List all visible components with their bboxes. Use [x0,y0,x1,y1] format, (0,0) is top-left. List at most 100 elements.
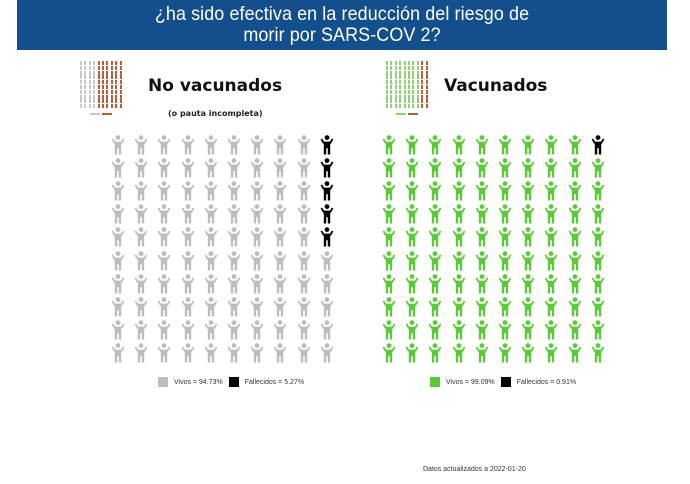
legend-label-alive: Vivos = 99.09% [446,378,495,386]
person-icon-alive [521,204,535,224]
person-icon-alive [111,135,125,155]
person-icon-alive [475,204,489,224]
person-icon-alive [204,227,218,247]
thumbnail-cell [394,65,397,70]
panel-title-unvaccinated: No vacunados [148,76,283,96]
thumbnail-cell [84,89,87,94]
legend-swatch-dead [228,377,239,387]
thumbnail-cell [399,89,402,94]
person-icon-alive [591,343,605,363]
person-icon-alive [591,319,605,340]
person-icon-alive [204,250,218,271]
thumbnail-cell [421,99,424,104]
thumbnail-cell [390,94,393,99]
person-icon-alive [498,319,512,340]
thumbnail-cell [408,80,410,85]
thumbnail-cell [403,89,406,94]
person-icon-alive [591,204,605,224]
person-icon-alive [568,296,582,317]
person-icon-alive [273,204,287,224]
person-icon-alive [227,250,241,271]
thumbnail-cell [106,94,109,99]
thumbnail-cell [390,70,393,75]
person-icon-alive [297,273,311,294]
thumbnail-cell [115,61,118,65]
thumbnail-cell [93,85,96,89]
person-icon-alive [181,343,195,363]
person-icon-alive [428,204,442,224]
panel-title-vaccinated: Vacunados [444,76,548,96]
person-icon-alive [111,250,125,271]
thumbnail-cell [399,75,402,80]
person-icon-alive [382,158,396,178]
thumbnail-cell [412,61,415,65]
thumbnail-cell [386,70,388,75]
thumbnail-cell [421,65,424,70]
thumbnail-cell [80,94,82,99]
thumbnail-cell [403,70,406,75]
person-icon-alive [250,343,264,363]
thumbnail-cell [102,89,104,94]
thumbnail-cell [421,89,424,94]
person-icon-alive [521,273,535,294]
person-icon-alive [273,158,287,178]
person-icon-alive [297,135,311,155]
person-icon-alive [452,250,466,271]
person-icon-alive [227,227,241,247]
thumbnail-cell [390,104,393,109]
thumbnail-cell [394,70,397,75]
person-icon-alive [405,319,419,340]
thumbnail-cell [408,94,410,99]
thumbnail-cell [416,89,419,94]
person-icon-alive [250,296,264,317]
person-icon-alive [498,250,512,271]
thumbnail-cell [386,80,388,85]
thumbnail-cell [84,80,87,85]
person-icon-alive [382,227,396,247]
person-icon-alive [273,227,287,247]
thumbnail-cell [394,94,397,99]
person-icon-alive [428,343,442,363]
person-icon-alive [250,319,264,340]
person-icon-alive [521,296,535,317]
thumbnail-cell [93,104,96,109]
thumbnail-cell [106,61,109,65]
person-icon-alive [475,135,489,155]
person-icon-alive [250,273,264,294]
person-icon-alive [204,158,218,178]
thumbnail-cell [386,61,388,65]
person-icon-alive [181,204,195,224]
thumbnail-cell [399,61,402,65]
person-icon-alive [181,250,195,271]
person-icon-alive [134,319,148,340]
person-icon-alive [544,296,558,317]
person-icon-alive [591,296,605,317]
thumbnail-cell [412,94,415,99]
thumbnail-cell [97,99,100,104]
person-icon-alive [568,227,582,247]
person-icon-alive [320,319,334,340]
thumbnail-cell [408,61,410,65]
thumbnail-cell [425,99,428,104]
thumbnail-cell [88,80,91,85]
person-icon-alive [521,158,535,178]
thumbnail-cell [80,61,82,65]
thumbnail-cell [102,94,104,99]
person-icon-alive [405,296,419,317]
person-icon-alive [111,204,125,224]
title-line-2: morir por SARS-COV 2? [243,24,441,46]
person-icon-alive [227,343,241,363]
person-icon-alive [428,296,442,317]
thumbnail-cell [386,85,388,89]
thumbnail-cell [88,85,91,89]
thumbnail-cell [421,94,424,99]
person-icon-alive [273,250,287,271]
thumbnail-cell [119,80,122,85]
person-icon-alive [273,273,287,294]
person-icon-alive [297,250,311,271]
thumbnail-cell [80,104,82,109]
thumbnail-cell [102,104,104,109]
thumbnail-cell [106,70,109,75]
thumbnail-cell [416,65,419,70]
person-icon-alive [181,273,195,294]
